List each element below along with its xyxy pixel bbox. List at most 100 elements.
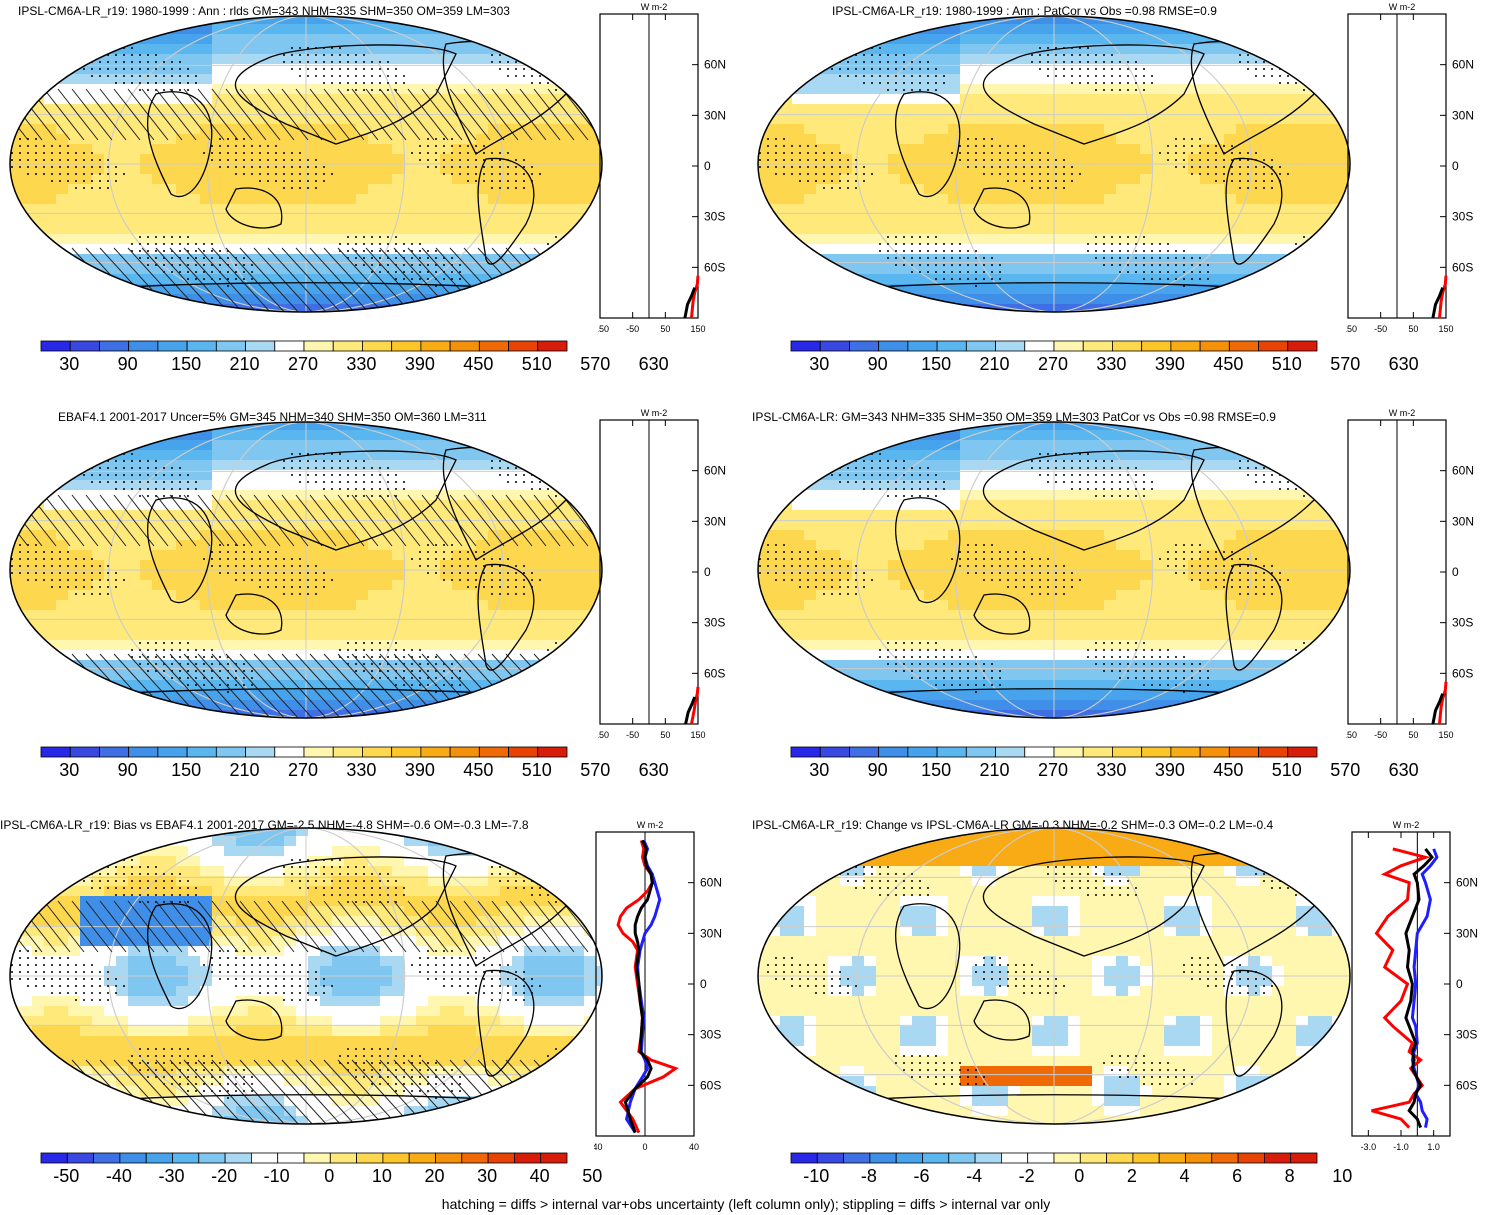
- zonal-series-red: [690, 686, 700, 725]
- colorbar-tick-label: 510: [1271, 354, 1302, 374]
- zonal-lat-tick-label: 30S: [704, 210, 725, 224]
- zonal-x-tick-label: 0: [642, 1142, 647, 1152]
- colorbar-tick-label: 630: [1388, 354, 1419, 374]
- colorbar-tick-label: 6: [1232, 1166, 1243, 1186]
- colorbar-tick-label: 510: [521, 354, 552, 374]
- colorbar-swatch: [1053, 746, 1084, 758]
- colorbar-swatch: [948, 1152, 976, 1164]
- colorbar-tick-label: 510: [1271, 760, 1302, 780]
- colorbar-swatch: [513, 1152, 542, 1164]
- colorbar-swatch: [332, 340, 363, 352]
- africa-outline: [894, 497, 961, 604]
- zonal-mean-plot: -150 -50 50 150 60N 30N 0 30S 60S W m-2: [598, 2, 726, 334]
- colorbar-tick-label: 330: [1096, 760, 1127, 780]
- colorbar-tick-label: 0: [324, 1166, 335, 1186]
- colorbar-tick-label: -6: [913, 1166, 930, 1186]
- colorbar-swatch: [215, 746, 246, 758]
- colorbar-swatch: [790, 746, 821, 758]
- robinson-map: [9, 15, 603, 313]
- zonal-lat-tick-label: 0: [700, 977, 707, 991]
- colorbar-tick-label: 330: [346, 760, 377, 780]
- colorbar-swatch: [449, 340, 480, 352]
- colorbar-swatch: [1228, 746, 1259, 758]
- colorbar-swatch: [1185, 1152, 1213, 1164]
- zonal-x-tick-label: 50: [660, 324, 670, 334]
- colorbar-tick-label: -30: [158, 1166, 185, 1186]
- zonal-lat-tick-label: 60N: [704, 464, 726, 478]
- colorbar-swatch: [936, 340, 967, 352]
- colorbar-swatch: [186, 340, 217, 352]
- colorbar-swatch: [1141, 340, 1172, 352]
- colorbar-swatch: [1211, 1152, 1239, 1164]
- colorbar-tick-label: 570: [580, 354, 611, 374]
- colorbar-swatch: [1000, 1152, 1029, 1164]
- colorbar-swatch: [816, 1152, 844, 1164]
- zonal-lat-tick-label: 30S: [704, 616, 725, 630]
- zonal-x-tick-label: -150: [1346, 324, 1357, 334]
- colorbar-swatch: [922, 1152, 950, 1164]
- colorbar-tick-label: 570: [580, 760, 611, 780]
- colorbar-swatch: [1027, 1152, 1055, 1164]
- colorbar: [40, 1152, 568, 1164]
- zonal-lat-tick-label: 30S: [700, 1028, 721, 1042]
- colorbar-swatch: [849, 746, 880, 758]
- colorbar-tick-label: 30: [59, 760, 80, 780]
- south-america-outline: [477, 969, 535, 1077]
- zonal-lat-tick-label: 30N: [1452, 108, 1474, 122]
- zonal-lat-tick-label: 60N: [1456, 876, 1478, 890]
- zonal-series-red: [690, 275, 700, 319]
- zonal-mean-plot: -150 -50 50 150 60N 30N 0 30S 60S W m-2: [598, 408, 726, 740]
- colorbar-swatch: [356, 1152, 384, 1164]
- colorbar-tick-label: 30: [477, 1166, 498, 1186]
- zonal-lat-tick-label: 30N: [1456, 926, 1478, 940]
- colorbar-swatch: [362, 746, 393, 758]
- australia-outline: [973, 187, 1031, 229]
- colorbar-swatch: [540, 1152, 568, 1164]
- colorbar-swatch: [245, 746, 276, 758]
- zonal-lat-tick-label: 60S: [1452, 666, 1473, 680]
- colorbar-tick-label: 150: [921, 760, 952, 780]
- colorbar-swatch: [869, 1152, 897, 1164]
- colorbar-tick-label: 90: [117, 760, 138, 780]
- zonal-lat-tick-label: 60S: [700, 1078, 721, 1092]
- colorbar-swatch: [119, 1152, 147, 1164]
- zonal-x-tick-label: -50: [1374, 324, 1387, 334]
- panel-title: IPSL-CM6A-LR: GM=343 NHM=335 SHM=350 OM=…: [752, 410, 1276, 424]
- australia-outline: [225, 593, 283, 635]
- colorbar-swatch: [1158, 1152, 1186, 1164]
- robinson-map: [9, 827, 603, 1125]
- zonal-lat-tick-label: 60S: [1456, 1078, 1477, 1092]
- zonal-lat-tick-label: 60S: [704, 666, 725, 680]
- colorbar-swatch: [420, 746, 451, 758]
- africa-outline: [146, 903, 213, 1010]
- colorbar-tick-label: 450: [1213, 354, 1244, 374]
- colorbar-swatch: [157, 340, 188, 352]
- colorbar-swatch: [391, 746, 422, 758]
- zonal-unit-label: W m-2: [637, 820, 664, 830]
- colorbar-swatch: [391, 340, 422, 352]
- colorbar-tick-label: 390: [404, 354, 435, 374]
- colorbar-swatch: [508, 746, 539, 758]
- colorbar-swatch: [819, 340, 850, 352]
- colorbar-tick-label: 90: [867, 354, 888, 374]
- south-america-outline: [1225, 563, 1283, 671]
- australia-outline: [225, 999, 283, 1041]
- colorbar-swatch: [790, 340, 821, 352]
- colorbar-swatch: [99, 340, 130, 352]
- zonal-x-tick-label: 50: [660, 730, 670, 740]
- colorbar-tick-label: 150: [921, 354, 952, 374]
- colorbar-swatch: [1199, 746, 1230, 758]
- zonal-series-blue: [1410, 848, 1439, 1128]
- colorbar-swatch: [819, 746, 850, 758]
- zonal-series-red: [1438, 275, 1448, 319]
- colorbar-swatch: [435, 1152, 463, 1164]
- colorbar-swatch: [1290, 1152, 1318, 1164]
- colorbar-swatch: [128, 340, 159, 352]
- zonal-x-tick-label: 1.0: [1427, 1142, 1440, 1152]
- colorbar-tick-label: 390: [1154, 760, 1185, 780]
- colorbar: [40, 340, 568, 352]
- south-america-outline: [1225, 969, 1283, 1077]
- colorbar-swatch: [1082, 746, 1113, 758]
- zonal-series-black: [1404, 847, 1434, 1129]
- colorbar-tick-label: 10: [1332, 1166, 1353, 1186]
